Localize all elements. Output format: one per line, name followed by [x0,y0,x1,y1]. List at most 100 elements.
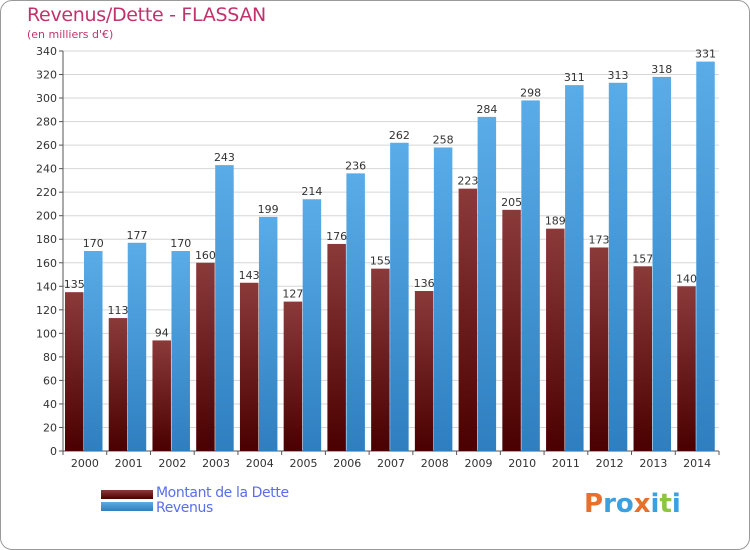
y-tick-label: 80 [43,351,57,364]
bar-revenue [346,173,365,451]
bar-revenue [477,116,497,451]
x-tick-label: 2011 [552,457,580,470]
bar-revenue [696,61,715,452]
y-tick-label: 240 [36,163,57,176]
bar-revenue [215,165,234,451]
bar-revenue [433,147,453,451]
bar-debt-value-label: 127 [282,288,303,301]
bar-debt-value-label: 173 [589,233,610,246]
bar-revenue-value-label: 243 [214,151,235,164]
bar-debt-value-label: 157 [632,252,653,265]
bar-debt-value-label: 176 [326,230,347,243]
bars [65,61,715,452]
chart-title: Revenus/Dette - FLASSAN [27,4,266,26]
bar-debt [327,243,346,451]
bar-debt-value-label: 160 [195,249,216,262]
bar-debt [502,209,521,451]
x-tick-label: 2010 [508,457,536,470]
bar-debt [196,262,215,451]
logo-letter: i [650,489,660,519]
bar-revenue-value-label: 284 [476,103,497,116]
y-tick-label: 340 [36,45,57,58]
bar-debt [371,268,390,451]
bar-debt [458,188,478,451]
bar-debt-value-label: 189 [545,215,566,228]
y-tick-label: 100 [36,327,57,340]
bar-revenue [390,142,409,451]
x-tick-label: 2002 [158,457,186,470]
bar-debt-value-label: 135 [64,278,85,291]
bar-debt [546,228,565,451]
bar-debt [152,340,171,451]
x-tick-label: 2008 [421,457,449,470]
y-tick-label: 140 [36,280,57,293]
y-tick-label: 120 [36,304,57,317]
x-tick-label: 2004 [246,457,274,470]
bar-revenue-value-label: 258 [433,133,454,146]
bar-revenue-value-label: 236 [345,159,366,172]
bar-debt-value-label: 113 [107,304,128,317]
bar-revenue-value-label: 331 [695,48,716,61]
x-tick-label: 2012 [596,457,624,470]
x-tick-label: 2014 [683,457,711,470]
y-tick-label: 160 [36,257,57,270]
x-tick-label: 2005 [290,457,318,470]
bar-debt [283,301,303,451]
bar-debt-value-label: 155 [370,255,391,268]
y-tick-label: 180 [36,233,57,246]
proxiti-logo: Proxiti [584,489,681,519]
logo-letter: t [659,489,672,519]
bar-revenue [565,85,584,451]
y-tick-label: 20 [43,421,57,434]
bar-debt-value-label: 143 [239,269,260,282]
bar-debt [414,291,434,451]
x-tick-label: 2003 [202,457,230,470]
bar-debt [633,266,653,451]
bar-revenue-value-label: 177 [126,229,147,242]
bar-revenue-value-label: 170 [83,237,104,250]
x-tick-label: 2013 [639,457,667,470]
bar-revenue [521,100,540,451]
bar-revenue-value-label: 318 [651,63,672,76]
bar-debt [108,318,128,451]
x-tick-label: 2007 [377,457,405,470]
y-tick-label: 220 [36,186,57,199]
y-tick-label: 200 [36,210,57,223]
bar-debt-value-label: 136 [414,277,435,290]
bar-debt [65,292,84,451]
logo-letter: x [633,489,651,519]
bar-debt [677,286,696,451]
y-tick-label: 320 [36,69,57,82]
bar-debt [589,247,609,451]
bar-revenue-value-label: 313 [608,69,629,82]
bar-revenue [127,242,147,451]
logo-letter: o [615,489,634,519]
bar-debt-value-label: 223 [457,175,478,188]
y-tick-label: 280 [36,116,57,129]
bar-revenue-value-label: 199 [258,203,279,216]
bar-revenue-value-label: 311 [564,71,585,84]
y-tick-label: 40 [43,398,57,411]
logo-letter: i [671,489,681,519]
bar-debt-value-label: 140 [676,272,697,285]
legend-swatch-revenue [101,502,153,511]
bar-revenue [84,251,103,451]
bar-revenue [171,251,190,451]
bar-revenue-value-label: 214 [301,185,322,198]
bar-revenue [608,82,628,451]
x-tick-label: 2006 [333,457,361,470]
legend-swatch-debt [101,490,153,499]
logo-letter: r [603,489,616,519]
bar-revenue-value-label: 298 [520,86,541,99]
bar-revenue-value-label: 262 [389,129,410,142]
bar-debt-value-label: 205 [501,196,522,209]
y-tick-label: 300 [36,92,57,105]
labels: 0 20 40 60 80 100 120 140 160 180 200 220 240 260 280 3… [36,45,716,470]
y-tick-label: 0 [50,445,57,458]
bar-revenue [302,199,322,451]
bar-revenue [258,216,278,451]
y-tick-label: 260 [36,139,57,152]
x-tick-label: 2000 [71,457,99,470]
